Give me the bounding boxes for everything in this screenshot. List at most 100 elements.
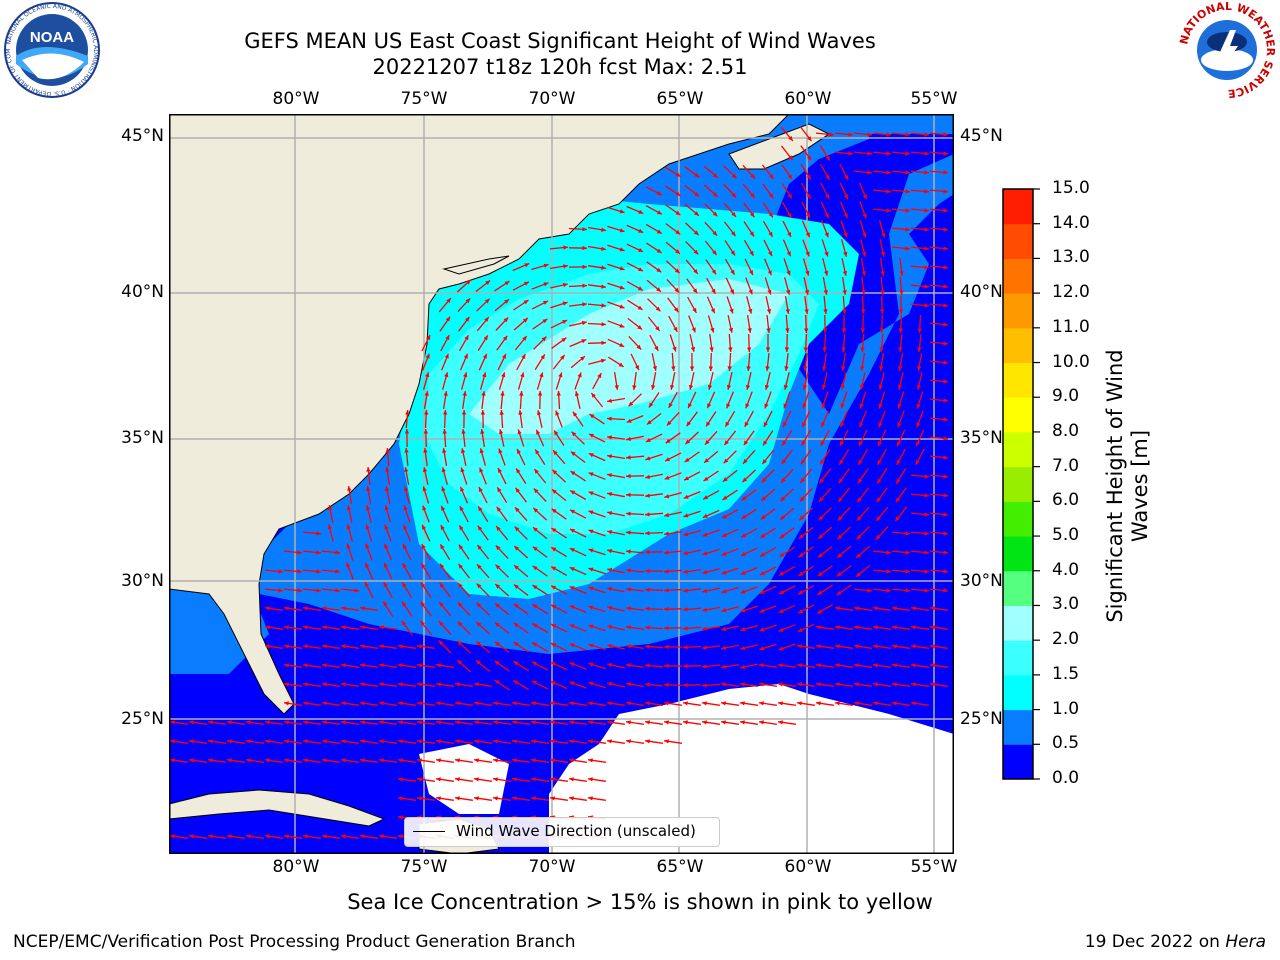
wind-wave-arrowhead: [690, 346, 696, 352]
wind-wave-arrowhead: [786, 251, 791, 257]
wind-wave-arrowhead: [551, 508, 557, 514]
wind-wave-arrowhead: [551, 566, 557, 571]
wind-wave-arrowhead: [783, 422, 787, 428]
wind-wave-arrowhead: [879, 347, 884, 352]
wind-wave-arrowhead: [443, 391, 448, 396]
wind-wave-arrowhead: [439, 602, 444, 607]
wind-wave-arrowhead: [463, 372, 468, 378]
wind-wave-arrowhead: [607, 605, 613, 611]
wind-wave-arrowhead: [788, 155, 793, 161]
wind-wave-arrowhead: [823, 290, 828, 295]
wind-wave-arrowhead: [645, 568, 650, 574]
wind-wave-arrowhead: [822, 366, 827, 371]
wind-wave-arrowhead: [766, 328, 771, 333]
wind-wave-arrowhead: [303, 834, 308, 839]
colorbar-segment: [1003, 223, 1033, 259]
wind-wave-arrowhead: [747, 347, 752, 352]
wind-wave-arrowhead: [422, 467, 428, 473]
wind-wave-arrowhead: [731, 212, 736, 217]
wind-wave-arrowhead: [588, 758, 593, 763]
wind-wave-arrowhead: [531, 758, 536, 763]
wind-wave-arrowhead: [316, 550, 321, 555]
wind-wave-arrowhead: [588, 472, 594, 477]
wind-wave-arrowhead: [892, 682, 897, 687]
wind-wave-arrowhead: [943, 227, 948, 232]
wind-wave-arrowhead: [398, 663, 403, 668]
gridlines: [169, 114, 954, 854]
wind-wave-arrowhead: [208, 834, 213, 839]
wind-wave-arrowhead: [455, 701, 460, 706]
wind-wave-arrowhead: [722, 495, 728, 500]
wind-wave-arrowhead: [806, 174, 811, 180]
wind-wave-arrowhead: [457, 602, 463, 608]
wind-wave-arrowhead: [562, 301, 568, 306]
wave-height-map: [169, 114, 954, 854]
wind-wave-arrowhead: [537, 391, 543, 396]
wind-wave-arrowhead: [683, 701, 688, 706]
lon-tick-top-70w: 70°W: [528, 89, 576, 109]
wind-wave-arrowhead: [825, 174, 830, 180]
lon-tick-top-60w: 60°W: [784, 89, 832, 109]
wind-wave-arrowhead: [710, 327, 715, 333]
wind-wave-arrowhead: [905, 550, 910, 555]
wind-wave-arrowhead: [645, 512, 650, 517]
wind-wave-arrowhead: [651, 385, 656, 390]
wind-wave-arrowhead: [673, 326, 678, 332]
colorbar-segment: [1003, 605, 1033, 641]
wind-wave-arrowhead: [917, 347, 922, 352]
wind-wave-arrowhead: [645, 739, 650, 744]
wind-wave-arrowhead: [712, 211, 718, 217]
wind-wave-arrowhead: [854, 606, 859, 611]
wind-wave-arrowhead: [572, 411, 578, 417]
wind-wave-arrowhead: [550, 662, 556, 667]
wind-wave-arrowhead: [702, 683, 707, 688]
wind-wave-arrowhead: [463, 353, 468, 359]
wind-wave-arrowhead: [684, 457, 690, 463]
wind-wave-arrowhead: [170, 720, 175, 725]
wind-wave-arrowhead: [672, 346, 677, 352]
wind-wave-arrowhead: [905, 132, 910, 137]
wind-wave-arrowhead: [474, 701, 479, 706]
wind-wave-arrowhead: [398, 777, 403, 782]
wind-wave-arrowhead: [417, 644, 422, 649]
wind-wave-arrowhead: [588, 605, 594, 610]
wind-wave-arrowhead: [721, 608, 727, 613]
wind-wave-arrowhead: [842, 270, 848, 276]
wind-wave-arrowhead: [513, 680, 519, 685]
wind-wave-arrowhead: [709, 347, 714, 352]
wind-wave-arrowhead: [943, 588, 948, 593]
wind-wave-arrowhead: [582, 283, 587, 288]
wind-wave-arrowhead: [459, 525, 464, 531]
wind-wave-arrowhead: [618, 362, 624, 367]
wind-wave-arrowhead: [398, 834, 403, 839]
wind-wave-arrowhead: [552, 469, 558, 475]
wind-wave-arrowhead: [862, 251, 867, 257]
wind-wave-arrowhead: [303, 625, 308, 630]
wind-wave-arrowhead: [637, 286, 643, 291]
wind-wave-arrowhead: [493, 701, 498, 706]
wind-wave-arrowhead: [398, 815, 403, 820]
wind-wave-arrowhead: [702, 701, 707, 706]
wind-wave-arrowhead: [458, 544, 464, 550]
wind-wave-arrowhead: [664, 625, 669, 631]
wind-wave-arrowhead: [878, 441, 882, 447]
wind-wave-arrowhead: [917, 328, 922, 333]
wind-wave-arrowhead: [873, 663, 878, 668]
colorbar-segment: [1003, 501, 1033, 537]
wind-wave-arrowhead: [531, 720, 536, 725]
wind-wave-arrowhead: [227, 720, 232, 725]
wind-wave-arrowhead: [442, 429, 447, 434]
colorbar-tick-label: 5.0: [1052, 525, 1080, 546]
wind-wave-arrowhead: [759, 720, 764, 725]
wind-wave-arrowhead: [924, 208, 929, 213]
colorbar-segment: [1003, 189, 1033, 225]
wind-wave-arrowhead: [656, 229, 662, 234]
wind-wave-arrowhead: [854, 663, 859, 668]
wind-wave-arrowhead: [837, 553, 842, 558]
wind-wave-arrowhead: [859, 441, 863, 447]
wind-wave-arrowhead: [628, 401, 634, 407]
wind-wave-arrowhead: [532, 565, 538, 571]
wind-wave-arrowhead: [860, 328, 866, 333]
wind-wave-arrowhead: [924, 550, 929, 555]
wind-wave-arrowhead: [930, 682, 935, 687]
